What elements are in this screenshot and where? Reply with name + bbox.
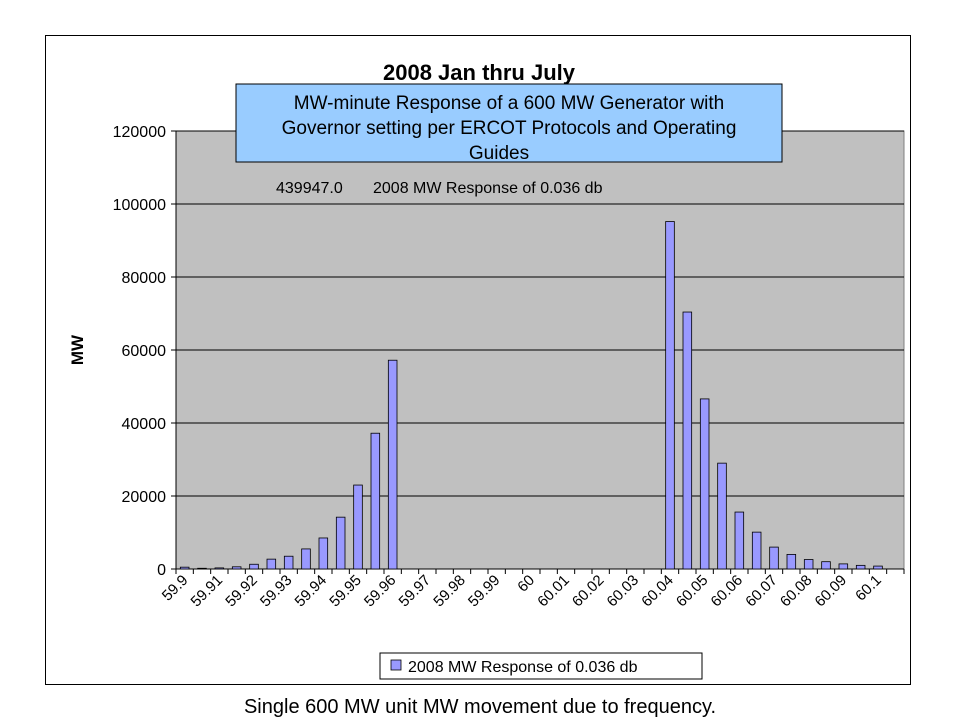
x-tick-label: 60.09: [812, 572, 851, 611]
y-tick-label: 120000: [113, 124, 166, 141]
bar: [197, 567, 207, 570]
bar: [821, 561, 831, 570]
bar-series: [179, 221, 883, 570]
x-tick-label: 59.94: [292, 572, 331, 611]
legend-swatch: [390, 659, 402, 671]
annotation-value: 439947.0: [276, 180, 343, 197]
bar: [249, 563, 259, 570]
x-tick-labels: 59.959.9159.9259.9359.9459.9559.9659.975…: [159, 569, 905, 611]
bar: [665, 221, 675, 570]
chart-svg: 0 20000 40000 60000 80000 100000 120000 59.959…: [68, 60, 905, 680]
subtitle-box: [235, 83, 783, 163]
x-tick-label: 60.02: [569, 572, 608, 611]
bar: [231, 566, 242, 570]
bar: [335, 516, 346, 570]
y-tick-label: 80000: [122, 270, 167, 287]
x-tick-label: 59.95: [326, 572, 365, 611]
bar: [838, 563, 849, 570]
subtitle-line-2: Governor setting per ERCOT Protocols and…: [282, 118, 737, 139]
x-tick-label: 60.01: [534, 572, 573, 611]
caption: Single 600 MW unit MW movement due to fr…: [243, 696, 717, 718]
bar: [266, 558, 277, 570]
x-tick-label: 59.92: [222, 572, 261, 611]
bar: [751, 531, 762, 570]
x-tick-label: 59.91: [188, 572, 227, 611]
x-tick-label: 60.08: [777, 572, 816, 611]
x-tick-label: 59.99: [465, 572, 504, 611]
bar: [283, 555, 294, 570]
y-tick-label: 0: [157, 562, 166, 579]
subtitle-line-3: Guides: [469, 143, 529, 164]
x-tick-label: 59.96: [361, 572, 400, 611]
x-tick-label: 60.03: [604, 572, 643, 611]
y-tick-labels: 0 20000 40000 60000 80000 100000 120000: [113, 124, 176, 579]
x-tick-label: 60.06: [708, 572, 747, 611]
bar: [353, 484, 363, 570]
y-tick-label: 20000: [122, 489, 167, 506]
chart-frame: 0 20000 40000 60000 80000 100000 120000 59.9 59…: [45, 35, 911, 685]
annotation-label: 2008 MW Response of 0.036 db: [373, 180, 603, 197]
x-tick-label: 60.04: [638, 572, 677, 611]
bar: [387, 359, 398, 570]
y-tick-label: 60000: [122, 343, 167, 360]
y-axis-label: MW: [68, 334, 87, 365]
bar: [179, 566, 190, 570]
x-tick-label: 59.97: [396, 572, 435, 611]
bar: [214, 567, 225, 570]
x-tick-label: 59.98: [430, 572, 469, 611]
bar: [855, 564, 866, 570]
x-tick-label: 60.1: [852, 572, 885, 605]
legend-label: 2008 MW Response of 0.036 db: [408, 659, 638, 676]
legend-box: [379, 652, 703, 680]
x-tick-label: 59.93: [257, 572, 296, 611]
y-tick-label: 100000: [113, 197, 166, 214]
bar: [370, 432, 381, 570]
bar: [803, 559, 814, 570]
bar: [717, 462, 727, 570]
y-tick-label: 40000: [122, 416, 167, 433]
bar: [873, 565, 883, 570]
bar: [301, 548, 311, 570]
bar: [699, 398, 710, 570]
bar: [682, 311, 693, 570]
bar: [786, 554, 797, 570]
x-tick-label: 60: [514, 572, 538, 596]
chart-title: 2008 Jan thru July: [383, 60, 576, 85]
x-tick-label: 60.05: [673, 572, 712, 611]
x-tick-label: 60.07: [742, 572, 781, 611]
bar: [318, 537, 329, 570]
bar: [734, 511, 745, 570]
bar: [769, 546, 779, 570]
subtitle-line-1: MW-minute Response of a 600 MW Generator…: [294, 93, 725, 114]
